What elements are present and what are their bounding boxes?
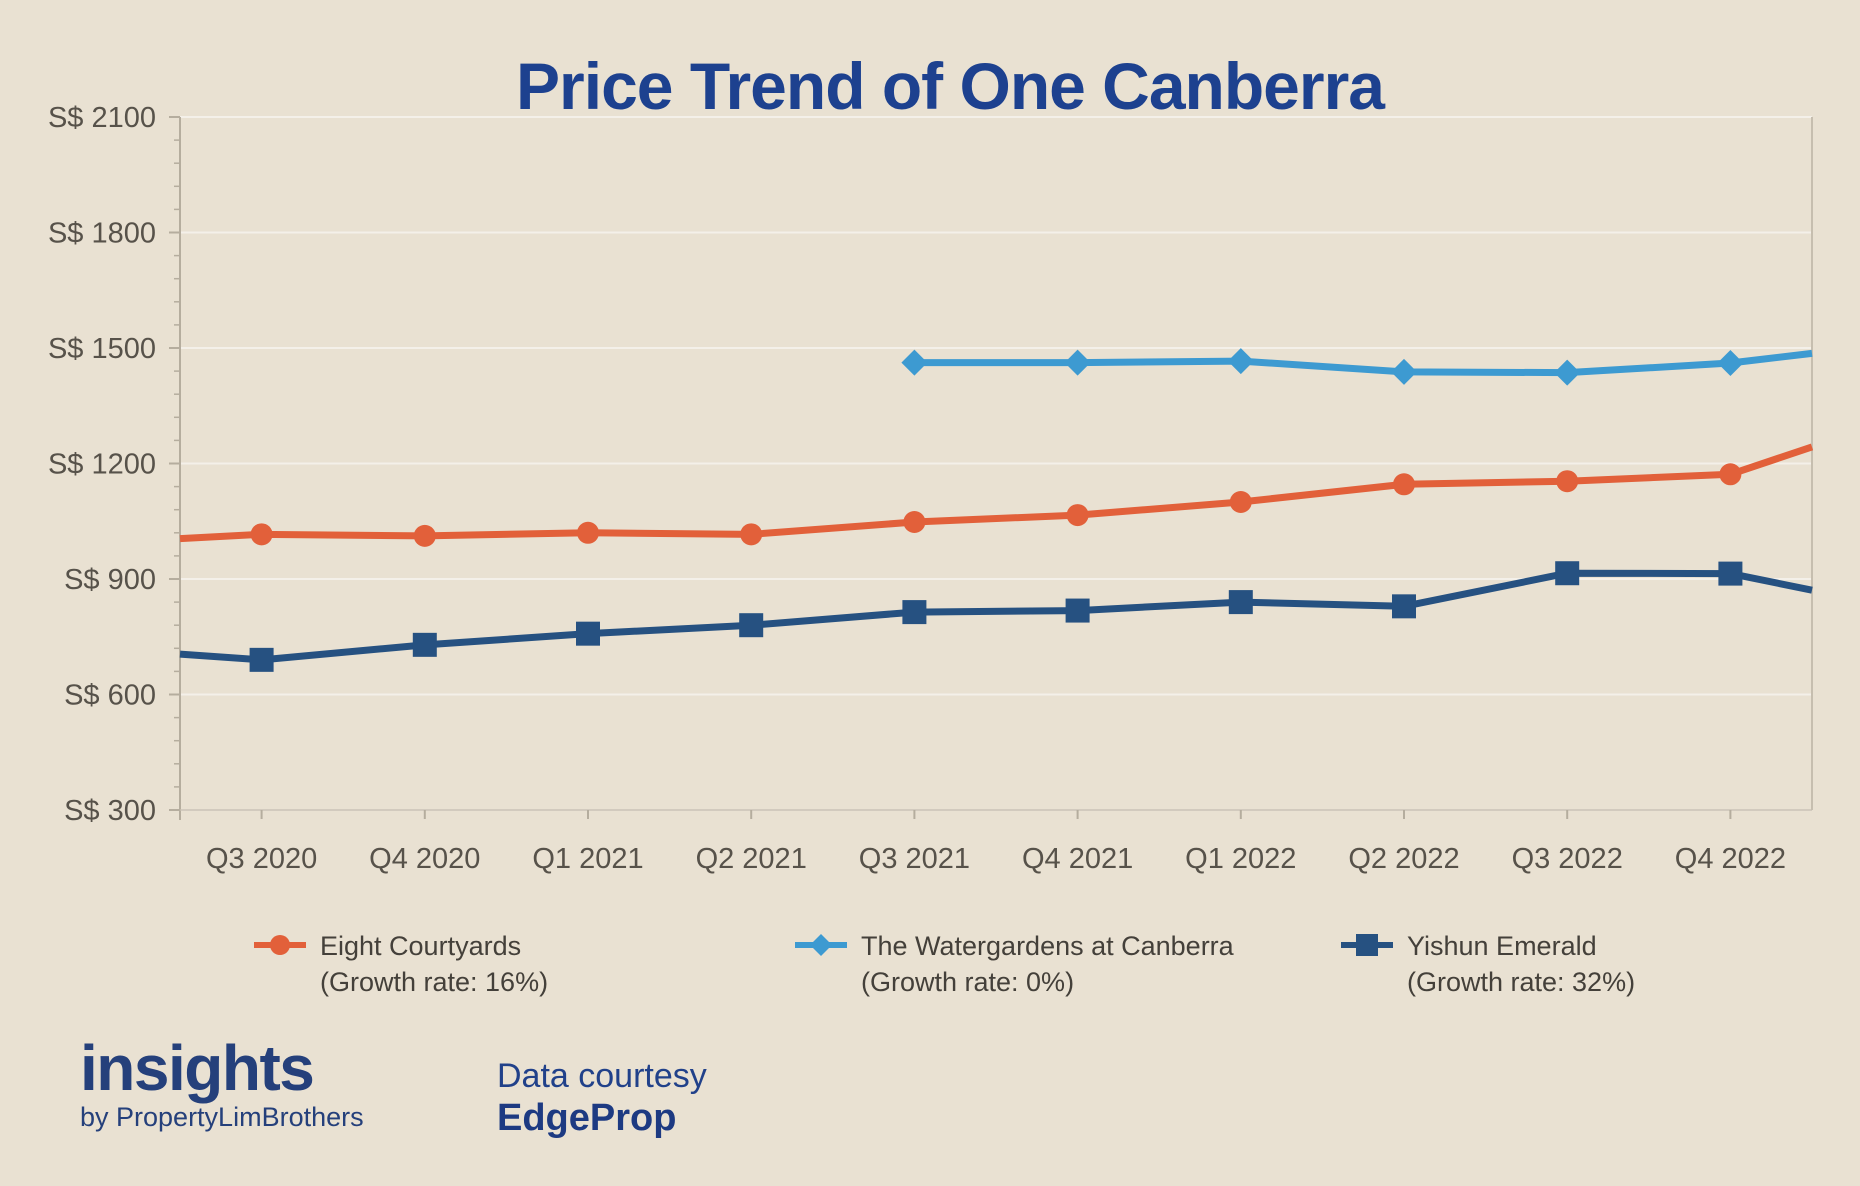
data-point-marker <box>1556 470 1579 493</box>
y-axis: S$ 300 S$ 600 S$ 900 S$ 1200 S$ 1500 S$ 1800 S… <box>48 102 180 827</box>
legend-item-yishun-emerald: Yishun Emerald (Growth rate: 32%) <box>1339 928 1635 1000</box>
data-point-marker <box>1064 349 1091 376</box>
x-tick-label: Q3 2022 <box>1512 843 1623 875</box>
data-point-marker <box>1717 350 1744 377</box>
data-point-marker <box>1391 358 1417 385</box>
series-yishun-emerald <box>179 561 1813 672</box>
x-tick-label: Q4 2020 <box>369 843 480 875</box>
data-point-marker <box>1066 504 1089 527</box>
gridlines <box>180 116 1812 811</box>
data-point-marker <box>901 349 928 376</box>
data-point-marker <box>902 600 927 625</box>
data-point-marker <box>1554 359 1581 386</box>
data-point-marker <box>1718 561 1743 586</box>
data-point-marker <box>1393 473 1415 496</box>
credit-label: Data courtesy <box>497 1057 707 1095</box>
blue-diamond-series-icon <box>795 934 847 956</box>
chart-title: Price Trend of One Canberra <box>516 49 1385 123</box>
x-axis: Q3 2020 Q4 2020 Q1 2021 Q2 2021 Q3 2021 Q4 20… <box>206 810 1786 875</box>
navy-square-series-icon <box>1341 934 1393 956</box>
orange-circle-series-icon <box>254 935 306 955</box>
data-point-marker <box>1555 561 1580 586</box>
data-point-marker <box>739 613 764 638</box>
data-point-marker <box>576 621 600 646</box>
y-tick-label: S$ 900 <box>64 564 156 596</box>
data-point-marker <box>1228 590 1253 615</box>
axis-frame <box>179 117 1813 820</box>
insights-byline: by PropertyLimBrothers <box>80 1102 364 1132</box>
data-point-marker <box>412 632 437 657</box>
legend-growth-rate: (Growth rate: 32%) <box>1407 967 1636 997</box>
data-point-marker <box>1392 594 1416 619</box>
data-point-marker <box>249 647 274 672</box>
legend-growth-rate: (Growth rate: 0%) <box>861 967 1075 997</box>
y-tick-label: S$ 600 <box>64 680 156 712</box>
data-credit: Data courtesy EdgeProp <box>497 1056 707 1140</box>
series-eight-courtyards <box>179 443 1814 547</box>
credit-source: EdgeProp <box>497 1097 677 1139</box>
x-tick-label: Q1 2022 <box>1185 843 1296 875</box>
data-point-marker <box>250 523 273 546</box>
data-point-marker <box>577 521 599 544</box>
legend-growth-rate: (Growth rate: 16%) <box>320 967 549 997</box>
y-tick-label: S$ 1500 <box>48 333 156 365</box>
legend-item-eight-courtyards: Eight Courtyards (Growth rate: 16%) <box>252 928 548 1000</box>
insights-logo: insights by PropertyLimBrothers <box>80 1036 364 1132</box>
legend-series-name: The Watergardens at Canberra <box>861 931 1234 961</box>
legend-series-name: Eight Courtyards <box>320 931 522 961</box>
x-tick-label: Q2 2021 <box>696 843 807 875</box>
data-point-marker <box>413 524 436 547</box>
data-point-marker <box>1227 348 1254 375</box>
series-the-watergardens-at-canberra <box>901 348 1813 386</box>
insights-wordmark: insights <box>80 1032 315 1104</box>
y-tick-label: S$ 2100 <box>48 102 156 134</box>
data-point-marker <box>1719 463 1742 486</box>
x-tick-label: Q2 2022 <box>1348 843 1459 875</box>
x-tick-label: Q4 2021 <box>1022 843 1133 875</box>
y-tick-label: S$ 300 <box>64 795 156 827</box>
legend-series-name: Yishun Emerald <box>1407 931 1597 961</box>
data-point-marker <box>1229 491 1252 513</box>
x-tick-label: Q1 2021 <box>532 843 643 875</box>
x-tick-label: Q4 2022 <box>1675 843 1786 875</box>
legend-item-watergardens: The Watergardens at Canberra (Growth rat… <box>793 928 1234 1000</box>
y-tick-label: S$ 1200 <box>48 449 156 481</box>
data-point-marker <box>740 523 763 546</box>
y-tick-label: S$ 1800 <box>48 218 156 250</box>
x-tick-label: Q3 2020 <box>206 843 317 875</box>
data-point-marker <box>1065 598 1090 623</box>
data-point-marker <box>903 511 926 534</box>
x-tick-label: Q3 2021 <box>859 843 970 875</box>
